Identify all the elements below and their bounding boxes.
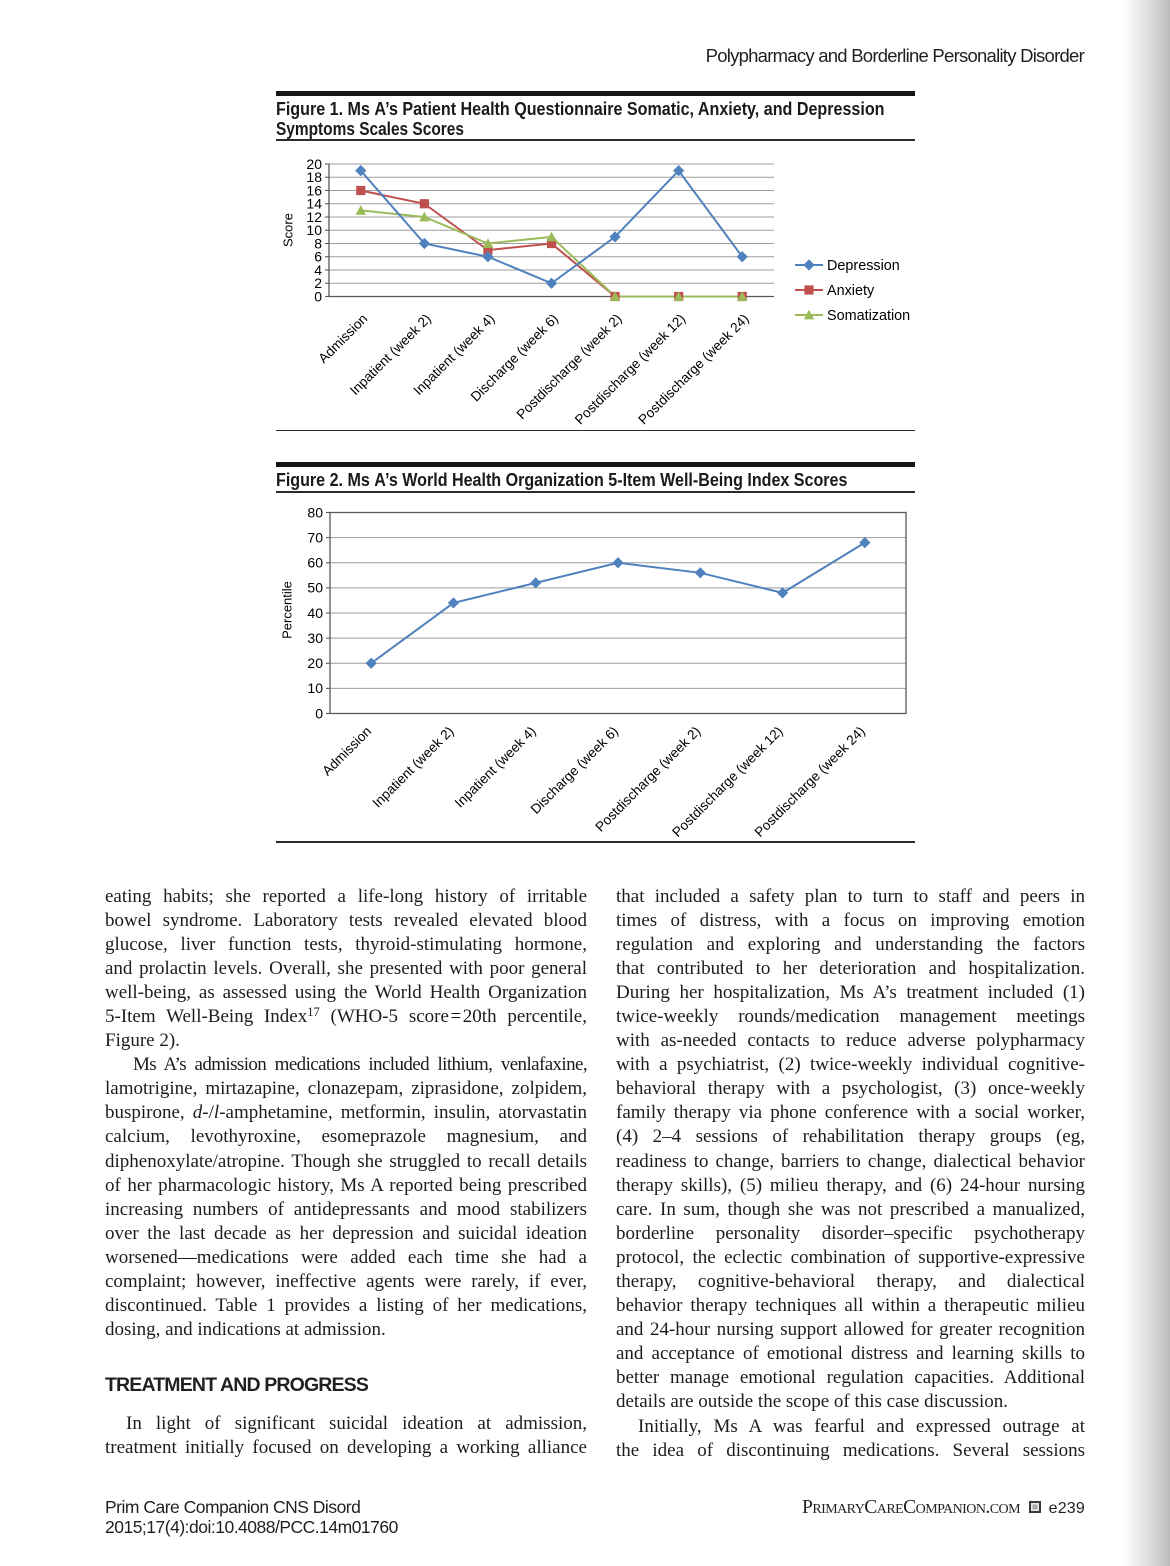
svg-text:6: 6 [314, 249, 322, 265]
svg-text:14: 14 [306, 196, 322, 212]
svg-text:10: 10 [306, 222, 322, 238]
svg-text:70: 70 [307, 529, 323, 545]
svg-text:Admission: Admission [319, 724, 374, 779]
svg-text:2: 2 [314, 275, 322, 291]
svg-text:4: 4 [314, 262, 322, 278]
svg-text:80: 80 [307, 504, 323, 520]
svg-text:Postdischarge (week 2): Postdischarge (week 2) [514, 311, 625, 422]
svg-text:30: 30 [307, 630, 323, 646]
svg-text:20: 20 [307, 655, 323, 671]
svg-text:12: 12 [306, 209, 322, 225]
svg-text:Depression: Depression [827, 258, 900, 274]
svg-text:18: 18 [306, 169, 322, 185]
svg-text:Percentile: Percentile [280, 581, 295, 639]
svg-text:40: 40 [307, 605, 323, 621]
svg-text:Discharge (week 6): Discharge (week 6) [528, 724, 621, 817]
svg-text:50: 50 [307, 580, 323, 596]
svg-text:Inpatient (week 2): Inpatient (week 2) [370, 724, 457, 811]
svg-text:Postdischarge (week 12): Postdischarge (week 12) [572, 311, 688, 427]
svg-text:60: 60 [307, 555, 323, 571]
svg-text:Postdischarge (week 24): Postdischarge (week 24) [635, 311, 751, 427]
svg-text:20: 20 [306, 156, 322, 172]
svg-text:Inpatient (week 4): Inpatient (week 4) [452, 724, 539, 811]
svg-text:Anxiety: Anxiety [827, 283, 875, 299]
svg-text:16: 16 [306, 182, 322, 198]
svg-text:10: 10 [307, 680, 323, 696]
svg-text:Admission: Admission [315, 311, 370, 366]
svg-text:Score: Score [281, 213, 296, 247]
svg-text:8: 8 [314, 235, 322, 251]
svg-text:0: 0 [314, 288, 322, 304]
svg-text:0: 0 [315, 705, 323, 721]
svg-text:Somatization: Somatization [827, 308, 910, 324]
